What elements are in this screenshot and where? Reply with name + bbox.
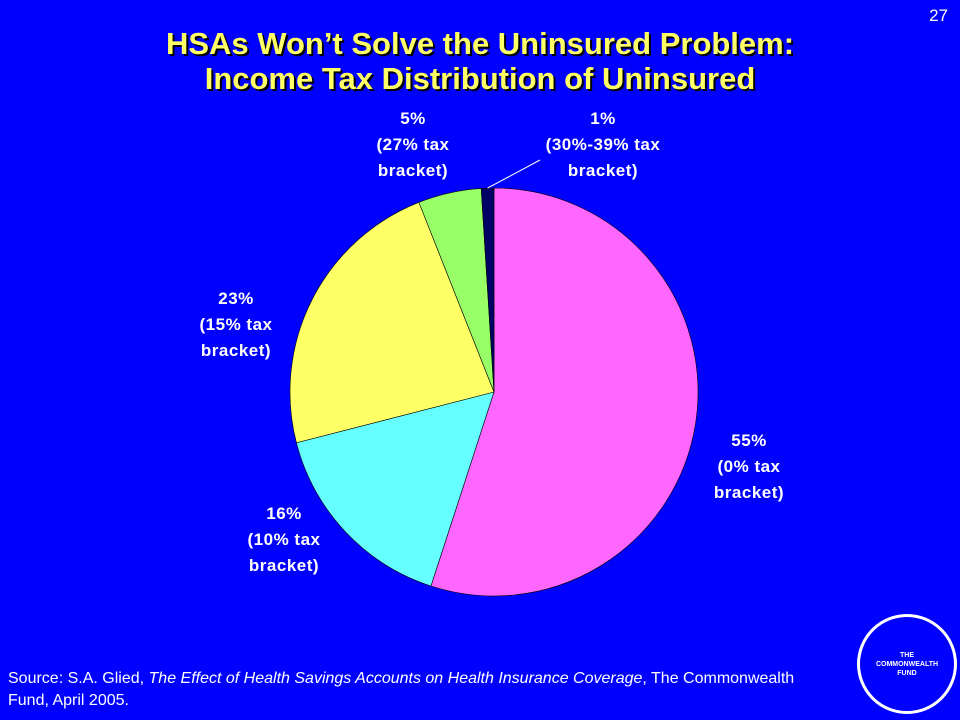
value-label: 1% <box>590 109 616 128</box>
slice-label: 5% (27% tax bracket) <box>358 106 468 184</box>
category-label: (10% tax bracket) <box>247 530 321 575</box>
leader-line <box>487 159 541 189</box>
value-label: 55% <box>731 431 767 450</box>
category-label: (0% tax bracket) <box>713 457 785 502</box>
value-label: 16% <box>266 504 302 523</box>
source-text: , The Commonwealth Fund, April 2005. <box>8 670 795 709</box>
logo-text: FUND <box>897 669 917 677</box>
pie-slice <box>289 201 495 444</box>
category-label: (27% tax bracket) <box>376 135 450 180</box>
slice-label: 16% (10% tax bracket) <box>229 501 339 579</box>
value-label: 5% <box>400 109 426 128</box>
category-label: (15% tax bracket) <box>199 315 273 360</box>
slice-label: 55% (0% tax bracket) <box>694 428 804 506</box>
logo-text: THE <box>900 651 914 659</box>
source-text: Source: S.A. Glied, <box>8 670 149 687</box>
category-label: (30%-39% tax bracket) <box>545 135 661 180</box>
pie-slice <box>430 187 699 597</box>
title-line: HSAs Won’t Solve the Uninsured Problem: <box>165 26 795 61</box>
chart-title: HSAs Won’t Solve the Uninsured Problem: … <box>60 26 900 96</box>
source-note: Source: S.A. Glied, The Effect of Health… <box>8 668 828 712</box>
pie-slice <box>296 391 495 587</box>
logo: THE COMMONWEALTH FUND <box>857 614 957 714</box>
source-title: The Effect of Health Savings Accounts on… <box>148 670 643 687</box>
value-label: 23% <box>218 289 254 308</box>
logo-text: COMMONWEALTH <box>875 660 939 668</box>
slice-label: 23% (15% tax bracket) <box>181 286 291 364</box>
page-number: 27 <box>929 6 948 25</box>
title-line: Income Tax Distribution of Uninsured <box>204 61 756 96</box>
slice-label: 1% (30%-39% tax bracket) <box>531 106 676 184</box>
